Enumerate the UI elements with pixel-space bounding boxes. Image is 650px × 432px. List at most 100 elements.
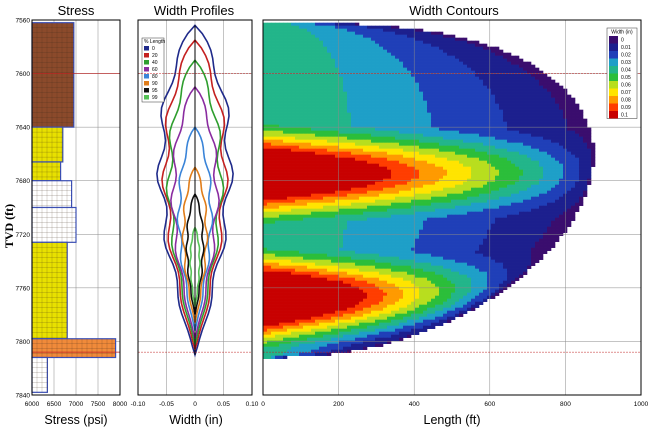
contour-cell xyxy=(323,169,328,173)
contour-cell xyxy=(443,55,448,59)
contour-cell xyxy=(451,37,456,41)
contour-cell xyxy=(419,154,424,158)
contour-cell xyxy=(363,208,368,212)
contour-cell xyxy=(291,85,296,89)
contour-cell xyxy=(459,199,464,203)
contour-cell xyxy=(515,157,520,161)
contour-cell xyxy=(323,148,328,152)
contour-cell xyxy=(475,109,480,113)
contour-cell xyxy=(375,55,380,59)
contour-cell xyxy=(379,187,384,191)
contour-cell xyxy=(359,58,364,62)
contour-cell xyxy=(279,151,284,155)
contour-cell xyxy=(499,199,504,203)
contour-cell xyxy=(351,142,356,146)
contour-cell xyxy=(383,46,388,50)
contour-cell xyxy=(403,157,408,161)
contour-cell xyxy=(299,34,304,38)
contour-cell xyxy=(495,172,500,176)
contour-cell xyxy=(355,214,360,218)
contour-cell xyxy=(267,196,272,200)
contour-cell xyxy=(403,205,408,209)
contour-cell xyxy=(287,94,292,98)
contour-cell xyxy=(575,199,580,203)
contour-cell xyxy=(531,196,536,200)
contour-cell xyxy=(319,148,324,152)
contour-cell xyxy=(411,169,416,173)
contour-cell xyxy=(399,202,404,206)
contour-cell xyxy=(283,46,288,50)
contour-cell xyxy=(571,166,576,170)
contour-cell xyxy=(443,118,448,122)
contour-cell xyxy=(499,70,504,74)
contour-cell xyxy=(495,46,500,50)
contour-cell xyxy=(375,175,380,179)
contour-cell xyxy=(399,31,404,35)
contour-cell xyxy=(403,181,408,185)
contour-cell xyxy=(319,151,324,155)
contour-cell xyxy=(435,187,440,191)
contour-cell xyxy=(523,199,528,203)
contour-cell xyxy=(387,46,392,50)
contour-cell xyxy=(467,61,472,65)
contour-cell xyxy=(363,130,368,134)
contour-cell xyxy=(503,214,508,218)
contour-cell xyxy=(463,127,468,131)
contour-cell xyxy=(359,208,364,212)
contour-cell xyxy=(419,130,424,134)
contour-cell xyxy=(387,73,392,77)
contour-cell xyxy=(339,85,344,89)
contour-cell xyxy=(275,151,280,155)
contour-cell xyxy=(523,196,528,200)
contour-cell xyxy=(379,166,384,170)
contour-cell xyxy=(319,115,324,119)
contour-cell xyxy=(463,70,468,74)
contour-cell xyxy=(423,148,428,152)
contour-cell xyxy=(279,163,284,167)
contour-cell xyxy=(331,64,336,68)
contour-cell xyxy=(379,34,384,38)
contour-cell xyxy=(467,157,472,161)
contour-cell xyxy=(283,97,288,101)
contour-cell xyxy=(267,46,272,50)
contour-cell xyxy=(535,130,540,134)
contour-cell xyxy=(535,163,540,167)
contour-cell xyxy=(375,106,380,110)
contour-cell xyxy=(355,145,360,149)
contour-cell xyxy=(375,43,380,47)
contour-cell xyxy=(311,148,316,152)
contour-cell xyxy=(483,106,488,110)
contour-cell xyxy=(299,136,304,140)
contour-cell xyxy=(399,76,404,80)
contour-cell xyxy=(495,211,500,215)
contour-cell xyxy=(447,109,452,113)
contour-cell xyxy=(371,73,376,77)
contour-cell xyxy=(375,133,380,137)
contour-cell xyxy=(491,115,496,119)
contour-cell xyxy=(367,214,372,218)
contour-cell xyxy=(579,109,584,113)
contour-cell xyxy=(523,85,528,89)
contour-cell xyxy=(391,151,396,155)
contour-cell xyxy=(539,88,544,92)
contour-cell xyxy=(431,148,436,152)
contour-cell xyxy=(355,28,360,32)
contour-cell xyxy=(307,133,312,137)
contour-cell xyxy=(391,178,396,182)
contour-cell xyxy=(307,91,312,95)
contour-cell xyxy=(499,151,504,155)
contour-cell xyxy=(463,88,468,92)
contour-cell xyxy=(507,211,512,215)
contour-cell xyxy=(335,55,340,59)
contour-cell xyxy=(547,205,552,209)
contour-cell xyxy=(591,142,596,146)
contour-cell xyxy=(567,202,572,206)
contour-cell xyxy=(347,73,352,77)
contour-cell xyxy=(279,49,284,53)
contour-cell xyxy=(471,88,476,92)
contour-cell xyxy=(267,82,272,86)
contour-cell xyxy=(355,181,360,185)
contour-cell xyxy=(439,121,444,125)
contour-cell xyxy=(527,199,532,203)
contour-cell xyxy=(319,22,324,26)
